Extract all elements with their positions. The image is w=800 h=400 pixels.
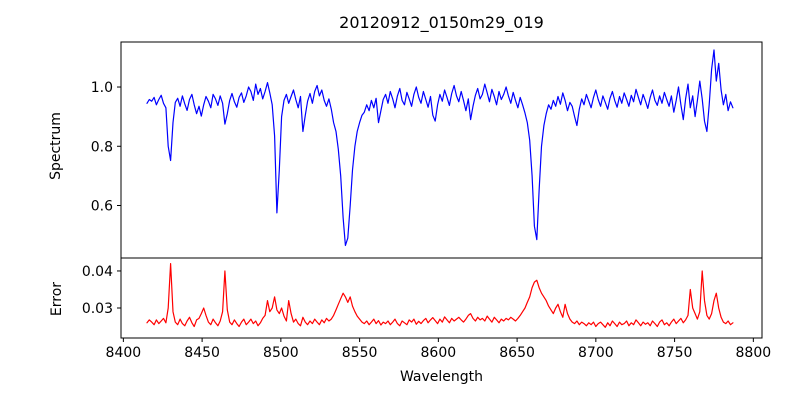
spectrum-y-tick-label: 0.8 <box>91 139 113 155</box>
x-tick-label: 8400 <box>106 345 142 361</box>
chart-title: 20120912_0150m29_019 <box>339 13 544 32</box>
x-tick-label: 8800 <box>736 345 772 361</box>
x-tick-label: 8600 <box>421 345 457 361</box>
x-tick-label: 8500 <box>263 345 299 361</box>
error-line <box>146 263 734 328</box>
x-axis-label: Wavelength <box>399 369 484 385</box>
error-y-tick-label: 0.03 <box>82 301 113 317</box>
x-tick-label: 8700 <box>578 345 614 361</box>
x-tick-label: 8450 <box>184 345 220 361</box>
spectrum-y-tick-label: 1.0 <box>91 80 113 96</box>
x-tick-label: 8750 <box>657 345 693 361</box>
error-y-tick-label: 0.04 <box>82 264 113 280</box>
x-tick-label: 8650 <box>499 345 535 361</box>
error-axes-box <box>120 257 763 339</box>
spectrum-y-tick-label: 0.6 <box>91 199 113 215</box>
x-tick-label: 8550 <box>342 345 378 361</box>
spectrum-axes-box <box>120 41 763 259</box>
spectrum-line <box>146 49 734 247</box>
